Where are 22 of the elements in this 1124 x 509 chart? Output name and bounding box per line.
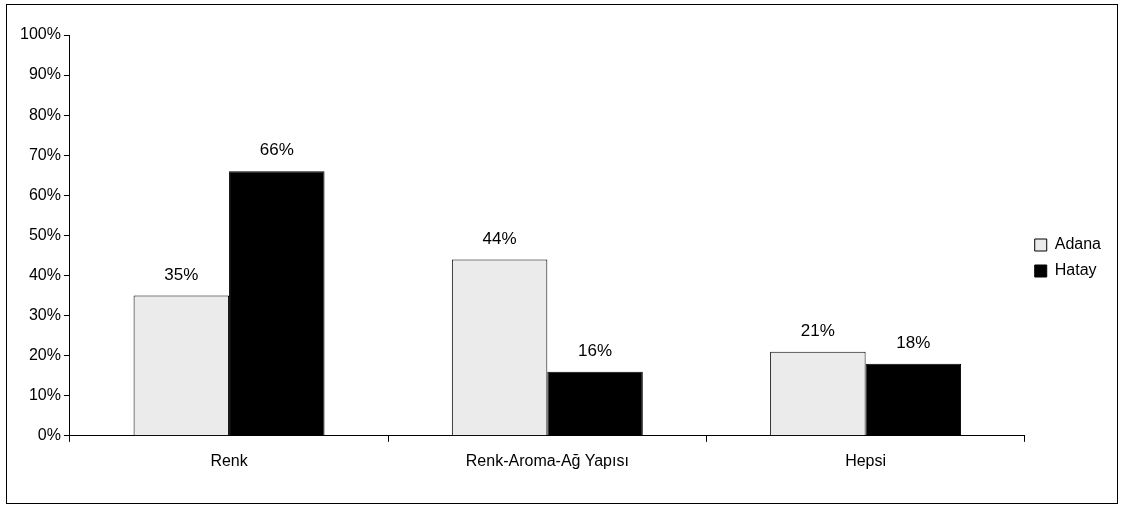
data-label: 21% (800, 320, 835, 340)
legend-label: Adana (1054, 235, 1102, 253)
legend-label: Hatay (1054, 261, 1097, 279)
y-tick-label: 100% (20, 25, 61, 43)
y-tick-label: 50% (28, 225, 61, 243)
x-tick-label: Renk (210, 451, 249, 469)
data-label: 35% (164, 264, 199, 284)
y-tick-label: 80% (28, 105, 61, 123)
y-tick-label: 40% (28, 265, 61, 283)
data-label: 16% (578, 340, 613, 360)
y-tick-label: 90% (28, 65, 61, 83)
x-tick-label: Hepsi (845, 451, 887, 469)
y-tick-label: 0% (37, 426, 61, 444)
y-tick-label: 10% (28, 386, 61, 404)
y-tick-label: 20% (28, 346, 61, 364)
y-tick-label: 60% (28, 185, 61, 203)
y-tick-label: 70% (28, 145, 61, 163)
data-label: 44% (482, 228, 517, 248)
x-tick-label: Renk-Aroma-Ağ Yapısı (465, 451, 629, 469)
data-label: 66% (259, 140, 294, 160)
data-label: 18% (896, 332, 931, 352)
y-tick-label: 30% (28, 305, 61, 323)
